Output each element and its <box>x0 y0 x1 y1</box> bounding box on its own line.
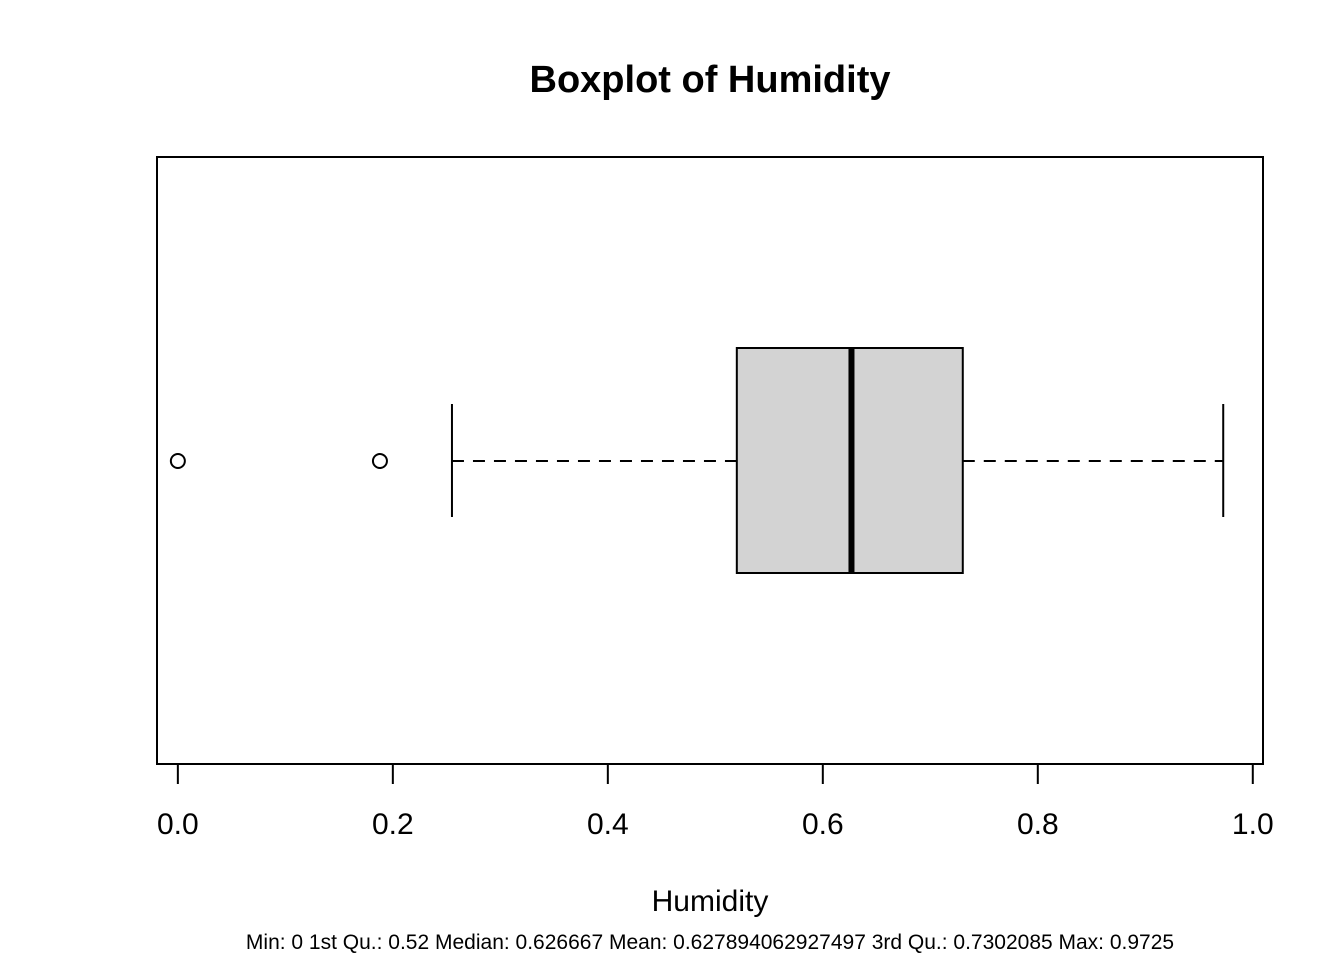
chart-title: Boxplot of Humidity <box>530 59 891 101</box>
x-tick-label: 0.0 <box>157 808 199 841</box>
x-tick-label: 1.0 <box>1232 808 1274 841</box>
x-tick-label: 0.8 <box>1017 808 1059 841</box>
x-tick-label: 0.2 <box>372 808 414 841</box>
x-axis-label: Humidity <box>652 885 769 918</box>
outlier-point <box>371 453 388 469</box>
x-tick-label: 0.6 <box>802 808 844 841</box>
boxplot-marks <box>169 347 1225 574</box>
outlier-point <box>169 453 186 469</box>
summary-subtitle: Min: 0 1st Qu.: 0.52 Median: 0.626667 Me… <box>246 931 1174 954</box>
x-axis: 0.0 0.2 0.4 0.6 0.8 1.0 <box>157 763 1274 841</box>
x-tick-label: 0.4 <box>587 808 629 841</box>
